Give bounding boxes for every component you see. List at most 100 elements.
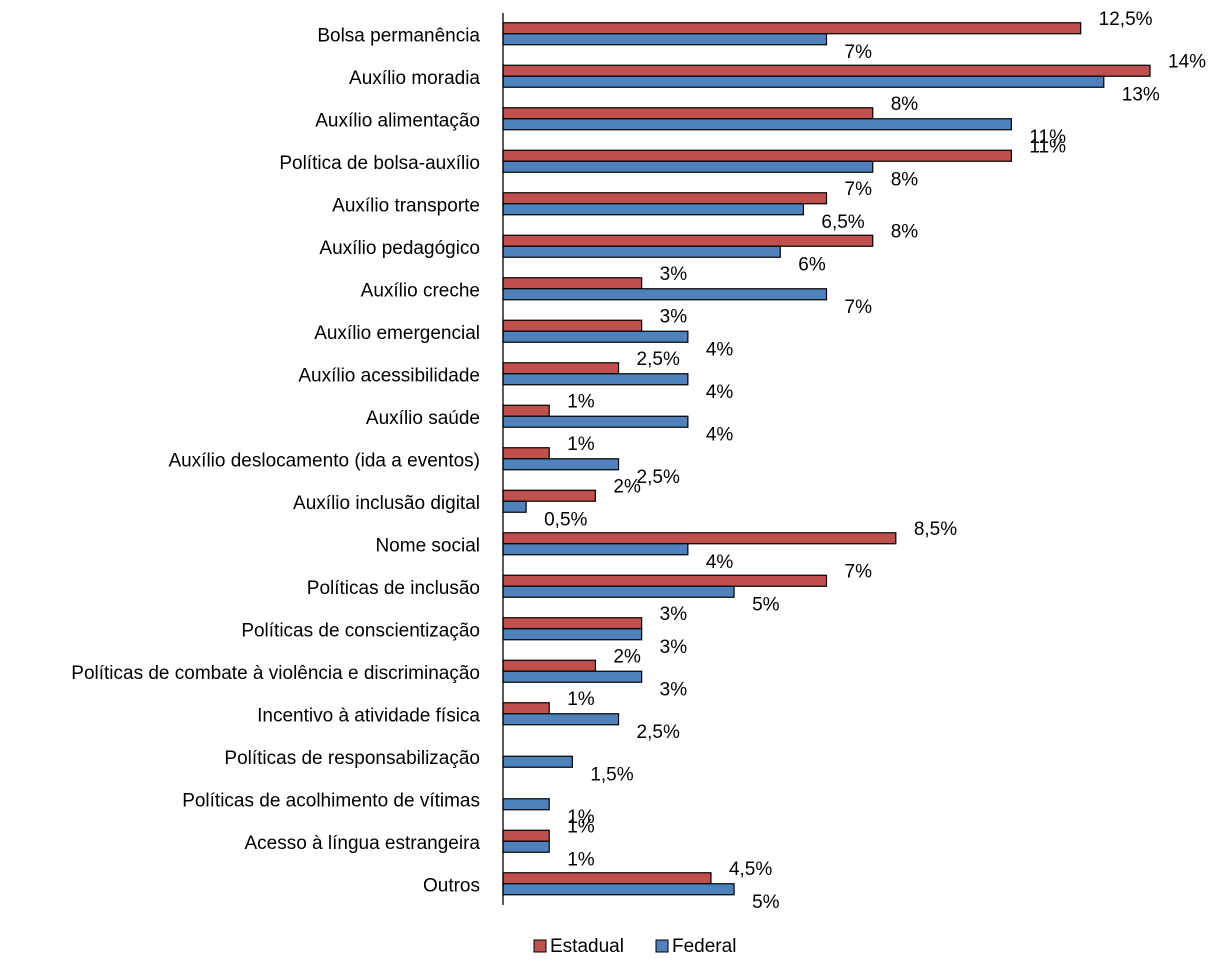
bar-federal [502,330,689,343]
data-label-estadual: 1% [567,391,595,412]
data-label-federal: 11% [1029,127,1066,148]
data-label-estadual: 1% [567,689,595,710]
category-label: Auxílio saúde [366,408,480,429]
data-label-federal: 6% [798,254,826,275]
bar-federal [502,288,828,301]
bar-federal [502,118,1012,131]
bar-estadual [502,659,597,672]
data-label-estadual: 8% [891,221,919,242]
data-label-estadual: 2% [613,476,641,497]
bar-federal [502,798,550,811]
bar-estadual [502,829,550,842]
category-label: Acesso à língua estrangeira [244,833,480,854]
bar-federal [502,713,620,726]
data-label-federal: 4% [706,339,734,360]
bar-estadual [502,234,874,247]
data-label-estadual: 3% [660,306,688,327]
category-label: Auxílio transporte [332,195,480,216]
bar-federal [502,628,643,641]
data-label-federal: 5% [752,892,780,913]
data-label-estadual: 11% [1029,136,1066,157]
bar-federal [502,373,689,386]
bar-estadual [502,532,897,545]
data-label-estadual: 8% [891,94,919,115]
data-label-estadual: 2,5% [637,349,680,370]
bar-estadual [502,319,643,332]
data-label-federal: 2,5% [637,722,680,743]
category-label: Bolsa permanência [317,25,480,46]
bar-federal [502,203,804,216]
legend-swatch-estadual [533,939,547,953]
bar-estadual [502,872,712,885]
bar-estadual [502,192,828,205]
bar-estadual [502,277,643,290]
bar-estadual [502,362,620,375]
data-label-estadual: 2% [613,646,641,667]
category-label: Auxílio moradia [349,68,480,89]
bar-federal [502,543,689,556]
bar-estadual [502,149,1012,162]
legend: Estadual Federal [533,936,736,957]
category-label: Auxílio creche [361,280,480,301]
bar-federal [502,883,735,896]
category-label: Auxílio alimentação [315,110,480,131]
legend-label-estadual: Estadual [550,936,624,957]
bar-estadual [502,64,1151,77]
category-label: Auxílio pedagógico [319,238,480,259]
category-label: Políticas de conscientização [241,620,480,641]
category-label: Auxílio inclusão digital [293,493,480,514]
category-label: Auxílio acessibilidade [298,365,480,386]
category-label: Auxílio emergencial [314,323,480,344]
bar-estadual [502,489,597,502]
bar-federal [502,840,550,853]
data-label-federal: 0,5% [544,509,587,530]
data-label-estadual: 14% [1168,51,1206,72]
data-label-federal: 13% [1122,84,1160,105]
data-label-estadual: 12,5% [1099,9,1153,30]
bar-estadual [502,617,643,630]
bar-federal [502,500,527,513]
category-label: Políticas de responsabilização [224,748,480,769]
category-label: Políticas de combate à violência e discr… [71,663,480,684]
legend-swatch-federal [655,939,669,953]
bar-federal [502,75,1105,88]
data-label-estadual: 3% [660,264,688,285]
category-label: Incentivo à atividade física [257,705,480,726]
category-label: Outros [423,875,480,896]
data-label-estadual: 1% [567,816,595,837]
category-label: Política de bolsa-auxílio [279,153,480,174]
category-label: Políticas de acolhimento de vítimas [182,790,480,811]
bar-estadual [502,22,1082,35]
bar-federal [502,755,573,768]
category-label: Auxílio deslocamento (ida a eventos) [168,450,480,471]
data-label-estadual: 7% [845,179,873,200]
bar-federal [502,585,735,598]
data-label-estadual: 8,5% [914,519,957,540]
category-label: Nome social [375,535,480,556]
data-label-federal: 4% [706,424,734,445]
bar-estadual [502,404,550,417]
bar-federal [502,160,874,173]
data-label-federal: 2,5% [637,467,680,488]
data-label-federal: 1% [567,849,595,870]
data-label-federal: 1,5% [590,764,633,785]
data-label-federal: 8% [891,169,919,190]
data-label-federal: 6,5% [821,212,864,233]
data-label-estadual: 7% [845,561,873,582]
data-label-federal: 7% [845,297,873,318]
bar-federal [502,458,620,471]
data-label-estadual: 4,5% [729,859,772,880]
bar-estadual [502,574,828,587]
data-label-federal: 3% [660,679,688,700]
data-label-estadual: 3% [660,604,688,625]
bar-federal [502,670,643,683]
bar-estadual [502,702,550,715]
bar-estadual [502,107,874,120]
data-label-federal: 5% [752,594,780,615]
bar-federal [502,415,689,428]
data-label-estadual: 1% [567,434,595,455]
data-label-federal: 1% [567,807,595,828]
legend-label-federal: Federal [672,936,736,957]
